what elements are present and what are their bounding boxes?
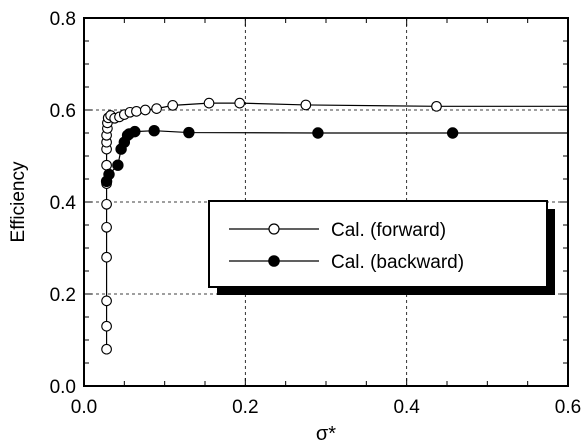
x-tick-labels: 0.0 0.2 0.4 0.6 bbox=[71, 397, 581, 418]
data-point-forward bbox=[139, 104, 151, 116]
data-point-forward bbox=[151, 103, 162, 114]
data-point-forward bbox=[101, 320, 112, 332]
x-tick-label: 0.0 bbox=[71, 397, 97, 418]
data-point-backward bbox=[183, 126, 195, 139]
y-tick-labels: 0.0 0.2 0.4 0.6 0.8 bbox=[50, 9, 77, 398]
data-point-forward bbox=[234, 97, 246, 109]
data-point-forward bbox=[101, 198, 112, 210]
data-point-backward bbox=[103, 168, 115, 181]
data-point-forward bbox=[101, 343, 112, 355]
data-point-forward bbox=[431, 100, 442, 112]
data-point-forward bbox=[101, 159, 112, 171]
x-tick-label: 0.2 bbox=[232, 397, 258, 418]
data-point-backward bbox=[446, 127, 459, 139]
x-tick-label: 0.4 bbox=[393, 397, 420, 418]
y-tick-label: 0.4 bbox=[50, 193, 77, 214]
data-point-forward bbox=[131, 106, 142, 117]
series-layer bbox=[100, 97, 568, 355]
x-tick-label: 0.6 bbox=[555, 397, 581, 418]
data-point-forward bbox=[101, 221, 112, 233]
y-tick-label: 0.8 bbox=[50, 9, 76, 30]
data-point-backward bbox=[148, 125, 160, 137]
legend-marker-backward bbox=[268, 255, 280, 267]
data-point-forward bbox=[101, 251, 112, 263]
data-point-backward bbox=[112, 159, 124, 171]
data-point-forward bbox=[167, 100, 179, 111]
x-axis-label: σ* bbox=[316, 423, 336, 445]
legend-marker-forward bbox=[268, 223, 280, 235]
data-point-backward bbox=[129, 125, 141, 138]
data-point-forward bbox=[101, 295, 112, 307]
legend-label-backward: Cal. (backward) bbox=[331, 252, 464, 273]
legend-label-forward: Cal. (forward) bbox=[331, 220, 446, 241]
data-point-forward bbox=[203, 97, 215, 109]
y-tick-label: 0.2 bbox=[50, 285, 76, 306]
data-point-backward bbox=[312, 127, 324, 139]
y-tick-label: 0.6 bbox=[50, 101, 76, 122]
legend-box bbox=[208, 200, 548, 288]
legend: Cal. (forward) Cal. (backward) bbox=[208, 200, 555, 295]
y-axis-label: Efficiency bbox=[8, 161, 29, 242]
series-line-backward bbox=[106, 130, 568, 182]
y-tick-label: 0.0 bbox=[50, 377, 76, 398]
data-point-forward bbox=[300, 99, 312, 111]
axis-ticks bbox=[83, 17, 569, 387]
